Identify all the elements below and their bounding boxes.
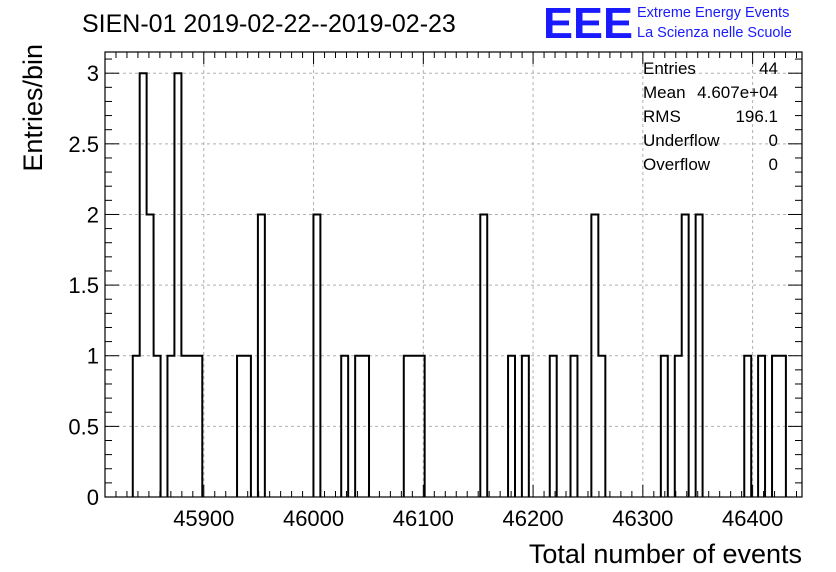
stat-value: 0 (768, 155, 778, 174)
stat-label: RMS (643, 107, 681, 126)
x-tick-label: 46000 (283, 506, 344, 531)
stats-box: Entries 44 Mean 4.607e+04 RMS 196.1 Unde… (640, 57, 780, 177)
stat-value: 4.607e+04 (697, 83, 778, 102)
stat-label: Underflow (643, 131, 720, 150)
histogram-outline (131, 72, 787, 497)
chart-title: SIEN-01 2019-02-22--2019-02-23 (82, 10, 456, 38)
stat-row-rms: RMS 196.1 (640, 105, 780, 129)
x-tick-label: 46100 (393, 506, 454, 531)
stat-row-overflow: Overflow 0 (640, 153, 780, 177)
stat-label: Entries (643, 59, 696, 78)
stat-label: Mean (643, 83, 686, 102)
y-tick-label: 1 (87, 344, 99, 369)
stat-row-entries: Entries 44 (640, 57, 780, 81)
logo-line-1: Extreme Energy Events (637, 5, 790, 21)
x-tick-label: 46200 (502, 506, 563, 531)
logo-line-2: La Scienza nelle Scuole (637, 25, 792, 41)
y-tick-label: 0 (87, 485, 99, 510)
plot-frame (104, 51, 803, 498)
stat-row-mean: Mean 4.607e+04 (640, 81, 780, 105)
stat-value: 0 (768, 131, 778, 150)
stat-value: 44 (759, 59, 778, 78)
eee-logo-mark: EEE (543, 2, 633, 42)
x-tick-label: 46400 (722, 506, 783, 531)
x-axis-label: Total number of events (529, 539, 802, 569)
y-tick-label: 2 (87, 202, 99, 227)
y-tick-label: 2.5 (68, 132, 99, 157)
stat-row-underflow: Underflow 0 (640, 129, 780, 153)
stat-label: Overflow (643, 155, 711, 174)
y-tick-label: 1.5 (68, 273, 99, 298)
eee-logo: EEE (543, 2, 633, 42)
x-tick-label: 46300 (612, 506, 673, 531)
y-axis-label: Entries/bin (18, 44, 48, 172)
x-tick-label: 45900 (173, 506, 234, 531)
eee-logo-text: Extreme Energy Events La Scienza nelle S… (637, 3, 792, 43)
y-tick-label: 0.5 (68, 414, 99, 439)
stat-value: 196.1 (735, 107, 778, 126)
y-tick-label: 3 (87, 61, 99, 86)
